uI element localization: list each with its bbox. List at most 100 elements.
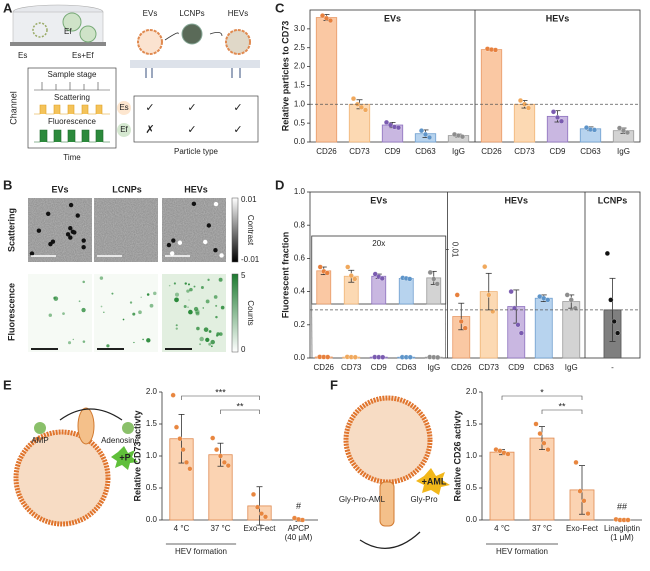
fluorescent-spot (133, 341, 135, 344)
trace-box (27, 67, 117, 149)
hev-icon (225, 29, 251, 55)
fluorescent-spot (195, 311, 200, 316)
fluorescent-spot (111, 292, 114, 295)
data-point (568, 297, 574, 303)
panel-a: A Ef Es Es+Ef Sample stage Scattering Fl… (3, 0, 260, 162)
x-tick-note: (40 μM) (285, 533, 313, 542)
fluorescent-spot (129, 301, 133, 304)
group-name: EVs (384, 13, 401, 23)
data-point (545, 297, 551, 303)
panel-label: E (3, 377, 12, 392)
fluorescent-spot (210, 339, 215, 345)
group-label: HEV formation (175, 547, 227, 556)
fluorescent-spot (168, 284, 171, 287)
fluorescent-spot (193, 306, 199, 312)
lcnp-icon (181, 23, 203, 45)
y-tick-label: 0.4 (294, 287, 306, 296)
x-tick-label: CD63 (396, 363, 417, 372)
data-point (183, 459, 190, 465)
data-point (427, 269, 433, 275)
data-point (221, 459, 227, 465)
data-point (383, 119, 390, 125)
data-point (462, 325, 468, 331)
fluorescent-spot (138, 310, 142, 315)
x-tick-label: - (611, 363, 614, 372)
fluorescent-spot (215, 334, 219, 337)
inset-label: 20x (372, 239, 385, 248)
fluorescent-spot (202, 307, 204, 309)
colorbar (231, 273, 239, 353)
particle-spot (68, 235, 73, 240)
data-point (180, 447, 186, 453)
fluorescent-spot (215, 315, 218, 319)
particle-spot (75, 213, 80, 218)
particle-spot (68, 202, 74, 208)
y-axis-label: Relative CD73 activty (132, 410, 142, 501)
arrow (359, 531, 421, 549)
data-point (372, 271, 378, 277)
product: Gly-Pro (410, 495, 438, 504)
fluorescent-spot (149, 303, 154, 308)
particle-spot (166, 242, 172, 248)
data-point (434, 281, 440, 287)
colorbar-title: Counts (246, 300, 255, 325)
x-tick-label: 4 °C (494, 524, 510, 533)
data-point (407, 354, 413, 360)
molecule (34, 422, 46, 434)
particle-spot (213, 201, 219, 207)
fluorescence-image (162, 274, 226, 352)
fluorescent-spot (215, 304, 218, 307)
data-point (317, 264, 323, 270)
fluorescent-spot (106, 344, 110, 348)
y-tick-label: 1.5 (466, 419, 478, 428)
y-tick-label: 1.0 (146, 451, 158, 460)
arrow (59, 408, 123, 421)
data-point (323, 15, 330, 21)
x-tick-label: CD9 (384, 147, 401, 156)
data-point (324, 270, 330, 276)
trace-fluorescence (34, 129, 110, 143)
data-point (258, 511, 265, 517)
data-point (458, 318, 464, 325)
fluorescent-spot (184, 282, 187, 285)
x-tick-label: CD9 (508, 363, 525, 372)
data-point (541, 440, 547, 446)
y-tick-label: 0.5 (466, 483, 478, 492)
fluorescent-spot (210, 345, 213, 348)
fluorescent-spot (175, 327, 178, 330)
released: +AML (422, 476, 447, 486)
burst (416, 468, 450, 495)
scattering-noise (94, 198, 158, 262)
row-label: Fluorescence (6, 283, 16, 341)
particle-spot (206, 223, 212, 228)
trace-label: Fluorescence (48, 117, 97, 126)
data-point (545, 447, 551, 453)
particle-spot (45, 211, 51, 216)
row-icon (117, 101, 131, 115)
x-tick-label: Linagliptin (604, 524, 640, 533)
plot-frame (309, 191, 641, 359)
x-tick-label: CD26 (314, 363, 335, 372)
x-tick-label: CD26 (451, 363, 472, 372)
fluorescent-spot (196, 326, 200, 331)
bar (398, 278, 414, 305)
particle-name: LCNPs (179, 9, 204, 18)
fluorescent-spot (205, 337, 210, 343)
y-tick-label: 1.0 (294, 99, 306, 108)
axis-label: Channel (8, 91, 18, 125)
substrate: Gly-Pro-AML (339, 495, 386, 504)
significance-label: ** (558, 401, 566, 411)
stage-label: Es+Ef (72, 51, 94, 60)
x-tick-label: CD9 (549, 147, 566, 156)
particle-name: EVs (143, 9, 158, 18)
fluorescent-spot (122, 318, 125, 321)
ev-icon (137, 29, 163, 55)
data-point (319, 13, 326, 19)
data-point (625, 517, 631, 523)
panel-f-illustration: Gly-Pro-AML Gly-Pro +AML (339, 395, 450, 549)
fluorescent-spot (220, 305, 225, 310)
group-name: HEVs (546, 13, 570, 23)
y-tick-label: 1.5 (146, 419, 158, 428)
x-tick-label: CD63 (415, 147, 436, 156)
fluorescent-spot (146, 293, 150, 296)
